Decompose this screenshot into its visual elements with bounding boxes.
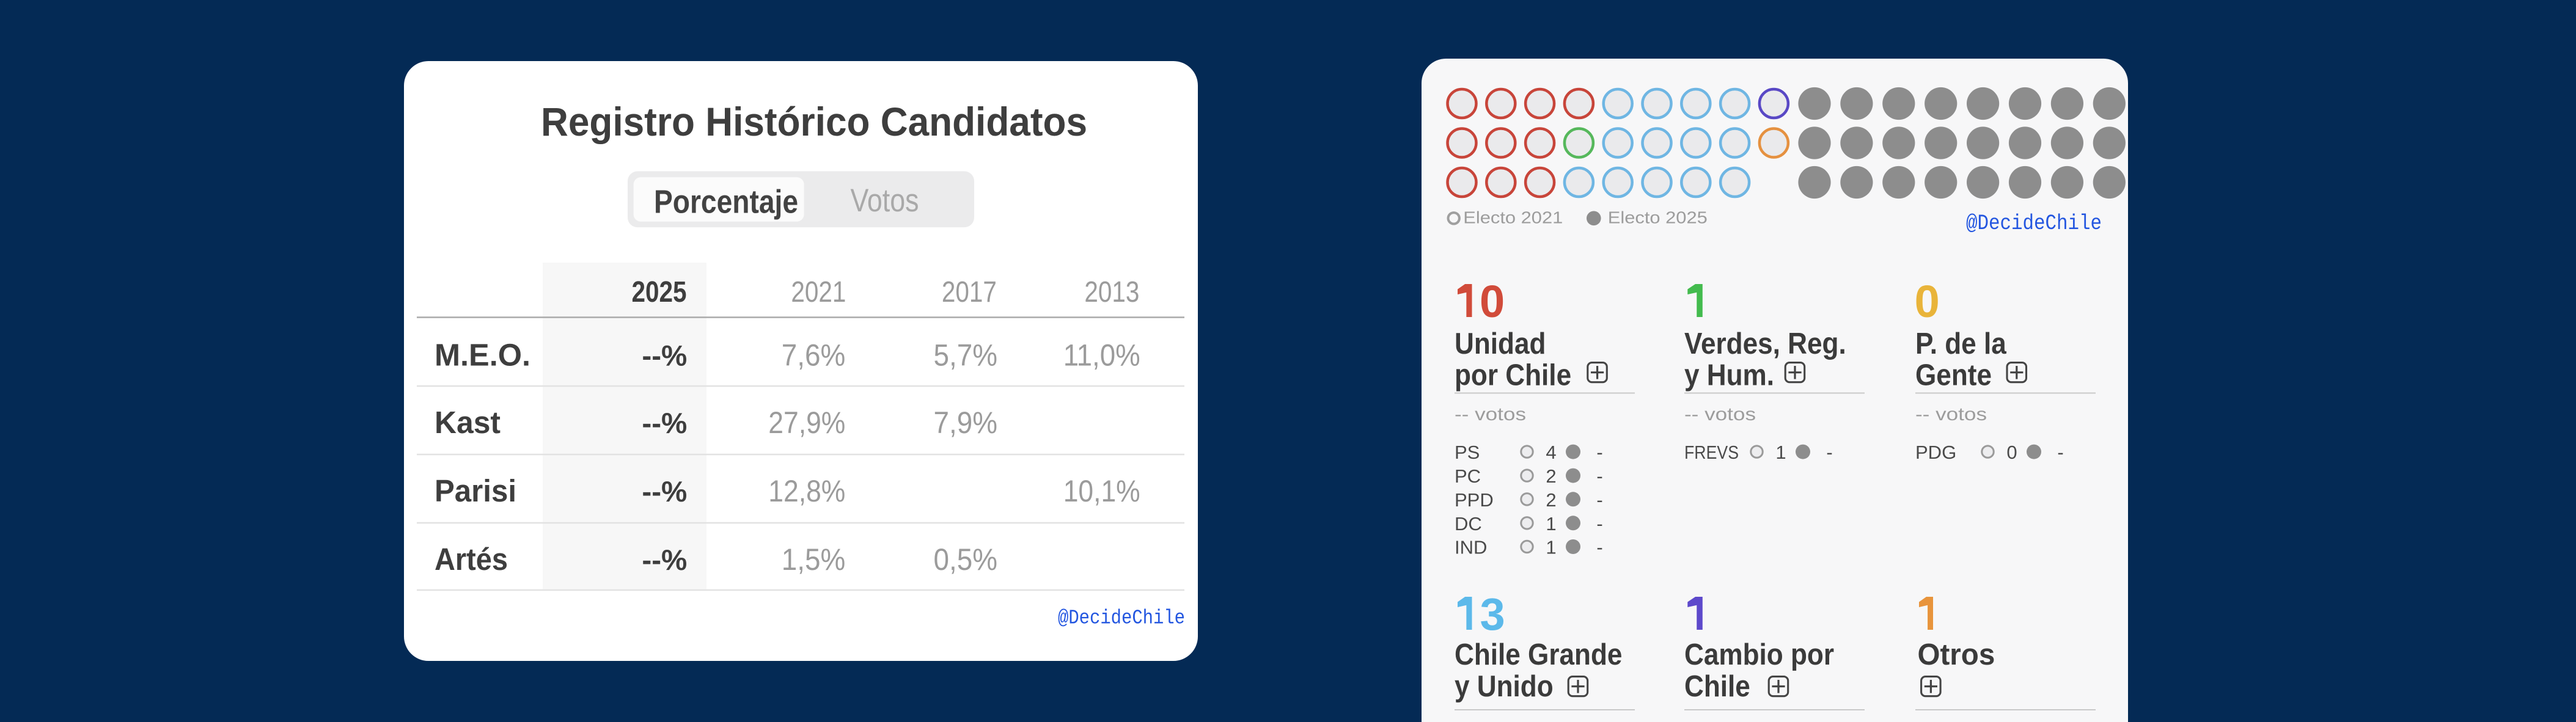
svg-text:-- votos: -- votos xyxy=(1915,404,1987,425)
svg-text:FREVS: FREVS xyxy=(1684,442,1739,463)
svg-text:y Unido: y Unido xyxy=(1455,669,1554,703)
svg-text:7,6%: 7,6% xyxy=(782,338,846,373)
svg-text:27,9%: 27,9% xyxy=(768,406,845,440)
svg-text:12,8%: 12,8% xyxy=(768,474,845,508)
svg-text:Kast: Kast xyxy=(435,405,501,440)
svg-text:-: - xyxy=(1596,465,1602,487)
svg-text:2: 2 xyxy=(1546,489,1556,511)
svg-text:Registro Histórico Candidatos: Registro Histórico Candidatos xyxy=(541,99,1087,144)
svg-text:Otros: Otros xyxy=(1918,638,1995,671)
svg-text:7,9%: 7,9% xyxy=(934,406,998,440)
svg-text:0: 0 xyxy=(2006,442,2017,463)
svg-text:0,5%: 0,5% xyxy=(934,542,998,577)
svg-text:Unidad: Unidad xyxy=(1455,327,1546,360)
svg-text:1,5%: 1,5% xyxy=(782,542,846,577)
svg-text:-: - xyxy=(1596,513,1602,534)
svg-text:1: 1 xyxy=(1546,513,1556,534)
svg-text:--%: --% xyxy=(642,476,687,508)
svg-text:2025: 2025 xyxy=(632,276,687,308)
svg-text:Chile Grande: Chile Grande xyxy=(1455,638,1622,671)
svg-text:2: 2 xyxy=(1546,465,1556,487)
svg-text:Artés: Artés xyxy=(435,542,508,577)
svg-text:@DecideChile: @DecideChile xyxy=(1058,607,1185,630)
svg-text:PPD: PPD xyxy=(1455,489,1494,511)
svg-text:PC: PC xyxy=(1455,465,1481,487)
svg-text:1: 1 xyxy=(1775,442,1786,463)
svg-text:P. de la: P. de la xyxy=(1915,327,2007,360)
svg-text:DC: DC xyxy=(1455,513,1482,534)
svg-text:-: - xyxy=(1596,489,1602,511)
svg-text:10,1%: 10,1% xyxy=(1063,474,1140,508)
svg-text:PDG: PDG xyxy=(1915,442,1956,463)
svg-text:2021: 2021 xyxy=(791,276,846,308)
svg-text:por Chile: por Chile xyxy=(1455,359,1571,392)
svg-text:1: 1 xyxy=(1546,537,1556,558)
svg-text:Parisi: Parisi xyxy=(435,473,516,508)
svg-text:--%: --% xyxy=(642,407,687,440)
svg-text:Cambio por: Cambio por xyxy=(1684,638,1834,671)
svg-text:0: 0 xyxy=(1480,276,1505,327)
svg-text:Votos: Votos xyxy=(851,183,919,219)
svg-text:4: 4 xyxy=(1546,442,1556,463)
svg-text:@DecideChile: @DecideChile xyxy=(1966,211,2102,236)
svg-text:2013: 2013 xyxy=(1084,276,1139,308)
svg-text:M.E.O.: M.E.O. xyxy=(435,338,530,373)
svg-text:-- votos: -- votos xyxy=(1684,404,1756,425)
svg-text:11,0%: 11,0% xyxy=(1063,338,1140,373)
svg-text:y Hum.: y Hum. xyxy=(1684,359,1774,392)
svg-text:--%: --% xyxy=(642,544,687,577)
svg-text:-: - xyxy=(1596,442,1602,463)
svg-text:0: 0 xyxy=(1915,276,1940,327)
svg-text:IND: IND xyxy=(1455,537,1487,558)
svg-text:Chile: Chile xyxy=(1684,669,1750,703)
svg-text:Electo 2021: Electo 2021 xyxy=(1463,208,1563,227)
svg-text:Electo 2025: Electo 2025 xyxy=(1608,208,1708,227)
svg-text:--%: --% xyxy=(642,340,687,373)
svg-text:-: - xyxy=(2057,442,2063,463)
svg-text:Gente: Gente xyxy=(1915,359,1992,392)
svg-text:Verdes, Reg.: Verdes, Reg. xyxy=(1684,327,1846,360)
svg-text:-- votos: -- votos xyxy=(1455,404,1526,425)
svg-text:-: - xyxy=(1596,537,1602,558)
svg-text:Porcentaje: Porcentaje xyxy=(654,184,798,221)
svg-text:2017: 2017 xyxy=(942,276,997,308)
svg-text:PS: PS xyxy=(1455,442,1480,463)
svg-text:3: 3 xyxy=(1480,589,1505,640)
svg-text:5,7%: 5,7% xyxy=(934,338,998,373)
svg-text:-: - xyxy=(1826,442,1832,463)
